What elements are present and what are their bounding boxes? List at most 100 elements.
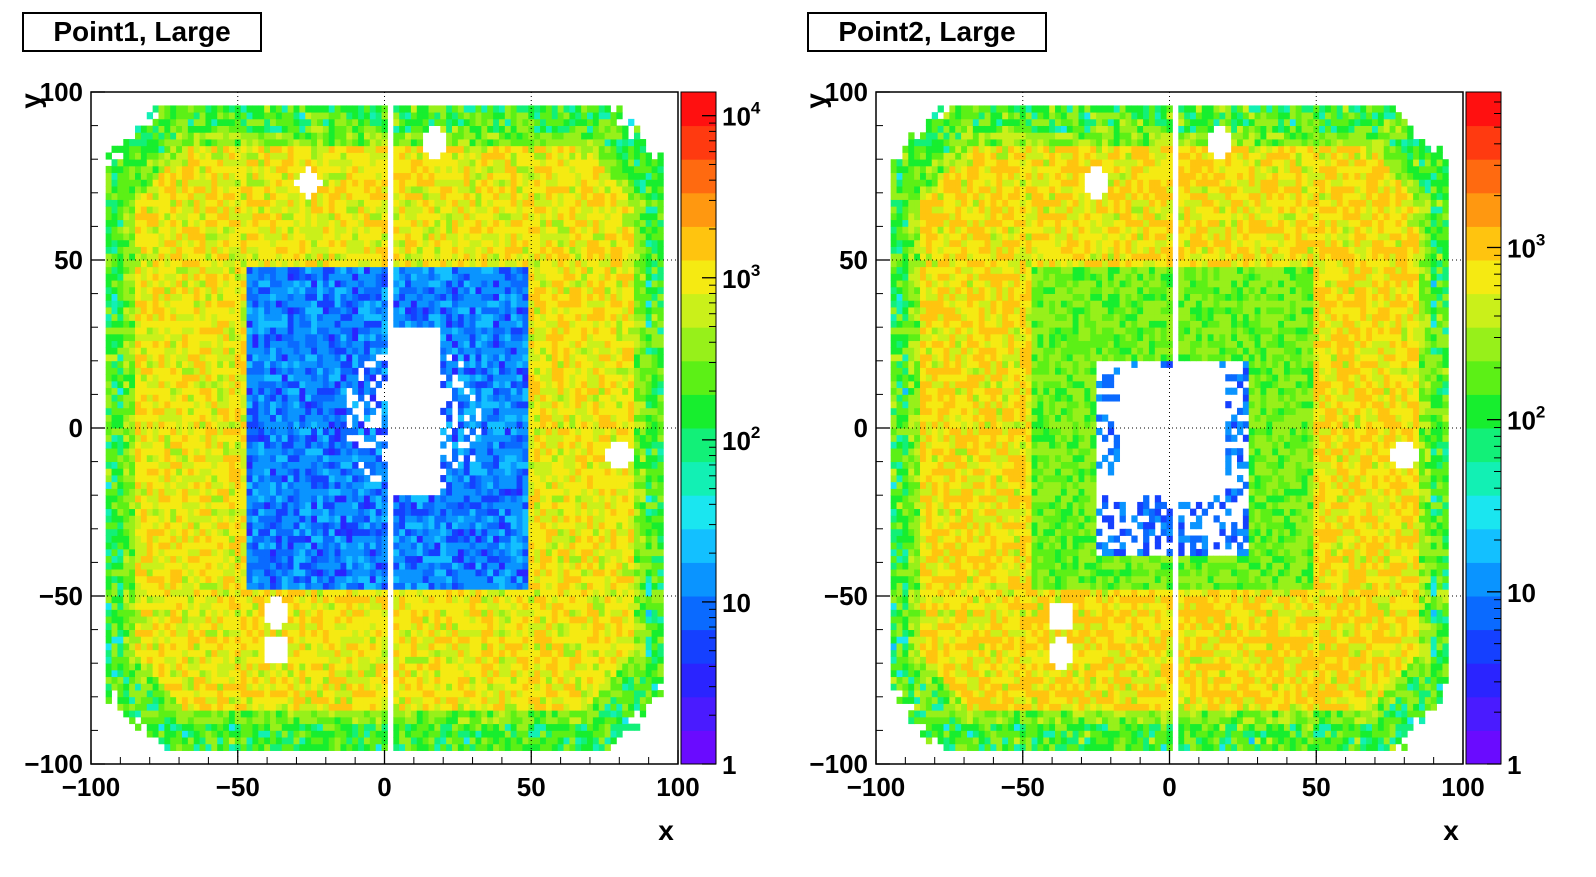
- heatmap-cell: [228, 380, 236, 389]
- heatmap-cell: [393, 575, 400, 583]
- heatmap-cell: [146, 327, 154, 335]
- heatmap-cell: [228, 495, 236, 503]
- heatmap-cell: [158, 327, 165, 335]
- heatmap-cell: [352, 656, 359, 664]
- heatmap-cell: [281, 112, 289, 120]
- heatmap-cell: [135, 192, 142, 200]
- heatmap-cell: [275, 374, 283, 382]
- heatmap-cell: [340, 481, 347, 489]
- heatmap-cell: [270, 508, 277, 516]
- heatmap-cell: [305, 575, 312, 583]
- heatmap-cell: [264, 313, 271, 321]
- heatmap-cell: [316, 172, 324, 180]
- heatmap-cell: [234, 461, 242, 469]
- heatmap-cell: [252, 548, 259, 557]
- heatmap-cell: [328, 421, 336, 429]
- heatmap-cell: [193, 669, 200, 678]
- heatmap-cell: [311, 589, 318, 597]
- heatmap-cell: [322, 407, 330, 415]
- heatmap-cell: [281, 710, 289, 718]
- heatmap-cell: [111, 186, 118, 194]
- heatmap-cell: [258, 327, 265, 335]
- heatmap-cell: [217, 226, 224, 234]
- heatmap-cell: [193, 454, 200, 462]
- heatmap-cell: [217, 515, 224, 523]
- heatmap-cell: [369, 636, 377, 644]
- heatmap-cell: [299, 669, 306, 678]
- heatmap-cell: [381, 616, 388, 624]
- heatmap-cell: [140, 327, 148, 335]
- heatmap-cell: [393, 260, 400, 268]
- heatmap-cell: [275, 569, 283, 577]
- heatmap-cell: [322, 562, 330, 570]
- heatmap-cell: [117, 522, 124, 530]
- heatmap-cell: [405, 737, 412, 745]
- heatmap-cell: [410, 569, 418, 577]
- heatmap-cell: [170, 428, 177, 436]
- heatmap-cell: [287, 199, 294, 207]
- heatmap-cell: [240, 186, 247, 194]
- heatmap-cell: [363, 159, 371, 167]
- heatmap-cell: [328, 354, 336, 362]
- heatmap-cell: [328, 380, 336, 389]
- heatmap-cell: [434, 589, 441, 597]
- heatmap-cell: [428, 535, 435, 543]
- heatmap-cell: [405, 690, 412, 698]
- heatmap-cell: [352, 649, 359, 657]
- heatmap-cell: [240, 360, 247, 368]
- heatmap-cell: [287, 703, 294, 711]
- heatmap-cell: [146, 253, 154, 261]
- heatmap-cell: [223, 118, 230, 126]
- heatmap-cell: [270, 327, 277, 335]
- heatmap-cell: [416, 495, 424, 503]
- heatmap-cell: [211, 535, 218, 543]
- heatmap-cell: [275, 199, 283, 207]
- heatmap-cell: [410, 212, 418, 221]
- heatmap-cell: [410, 616, 418, 624]
- heatmap-cell: [111, 602, 118, 610]
- heatmap-cell: [369, 703, 377, 711]
- heatmap-cell: [135, 676, 142, 684]
- heatmap-cell: [322, 387, 330, 395]
- heatmap-cell: [416, 313, 424, 321]
- heatmap-cell: [369, 515, 377, 523]
- heatmap-cell: [246, 199, 253, 207]
- heatmap-cell: [170, 663, 177, 671]
- heatmap-cell: [111, 428, 118, 436]
- heatmap-cell: [187, 300, 195, 308]
- heatmap-cell: [223, 253, 230, 261]
- heatmap-cell: [170, 407, 177, 415]
- heatmap-cell: [170, 145, 177, 153]
- heatmap-cell: [405, 172, 412, 180]
- heatmap-cell: [140, 226, 148, 234]
- heatmap-cell: [228, 622, 236, 630]
- heatmap-cell: [146, 286, 154, 294]
- heatmap-cell: [311, 273, 318, 281]
- heatmap-cell: [434, 165, 441, 174]
- heatmap-cell: [234, 327, 242, 335]
- heatmap-cell: [264, 535, 271, 543]
- heatmap-cell: [422, 206, 429, 214]
- heatmap-cell: [152, 501, 159, 510]
- heatmap-cell: [399, 501, 406, 510]
- heatmap-cell: [399, 562, 406, 570]
- heatmap-cell: [258, 643, 265, 651]
- heatmap-cell: [358, 145, 365, 153]
- heatmap-cell: [381, 683, 388, 691]
- heatmap-cell: [293, 246, 300, 254]
- heatmap-cell: [158, 602, 165, 610]
- heatmap-cell: [299, 616, 306, 624]
- heatmap-cell: [170, 696, 177, 704]
- heatmap-cell: [375, 125, 382, 133]
- heatmap-cell: [346, 475, 353, 483]
- heatmap-cell: [322, 522, 330, 530]
- heatmap-cell: [270, 199, 277, 207]
- heatmap-cell: [264, 596, 271, 604]
- heatmap-cell: [264, 522, 271, 530]
- heatmap-cell: [240, 730, 247, 738]
- heatmap-cell: [410, 522, 418, 530]
- heatmap-cell: [246, 703, 253, 711]
- heatmap-cell: [246, 636, 253, 644]
- heatmap-cell: [340, 246, 347, 254]
- heatmap-cell: [252, 367, 259, 375]
